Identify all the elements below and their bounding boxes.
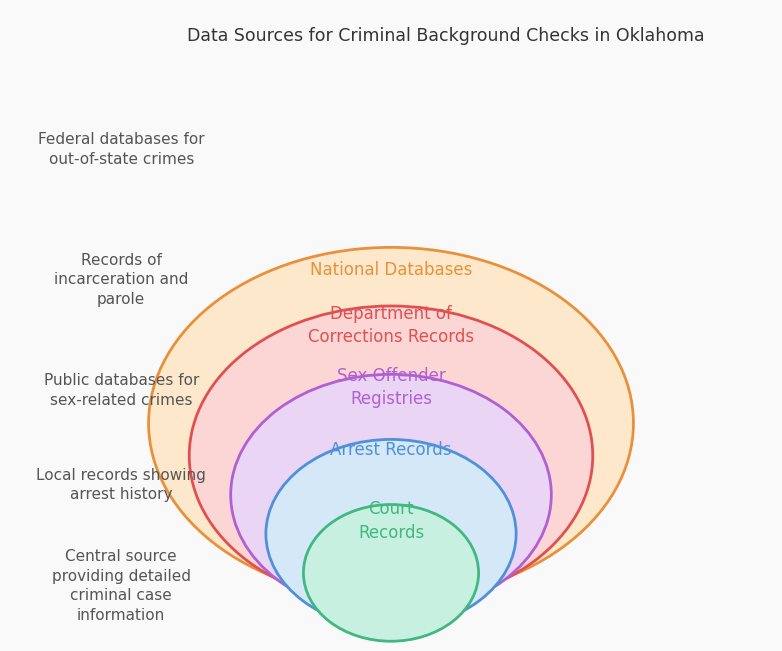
Text: National Databases: National Databases — [310, 261, 472, 279]
Text: Central source
providing detailed
criminal case
information: Central source providing detailed crimin… — [52, 549, 191, 623]
Text: Department of
Corrections Records: Department of Corrections Records — [308, 305, 474, 346]
Ellipse shape — [231, 374, 551, 615]
Ellipse shape — [303, 505, 479, 641]
Ellipse shape — [189, 306, 593, 605]
Text: Arrest Records: Arrest Records — [330, 441, 452, 460]
Text: Sex Offender
Registries: Sex Offender Registries — [336, 367, 446, 408]
Ellipse shape — [149, 247, 633, 599]
Text: Data Sources for Criminal Background Checks in Oklahoma: Data Sources for Criminal Background Che… — [187, 27, 705, 45]
Text: Local records showing
arrest history: Local records showing arrest history — [36, 467, 206, 503]
Text: Records of
incarceration and
parole: Records of incarceration and parole — [54, 253, 188, 307]
Text: Federal databases for
out-of-state crimes: Federal databases for out-of-state crime… — [38, 132, 205, 167]
Ellipse shape — [266, 439, 516, 628]
Text: Public databases for
sex-related crimes: Public databases for sex-related crimes — [44, 373, 199, 408]
Text: Court
Records: Court Records — [358, 500, 424, 542]
